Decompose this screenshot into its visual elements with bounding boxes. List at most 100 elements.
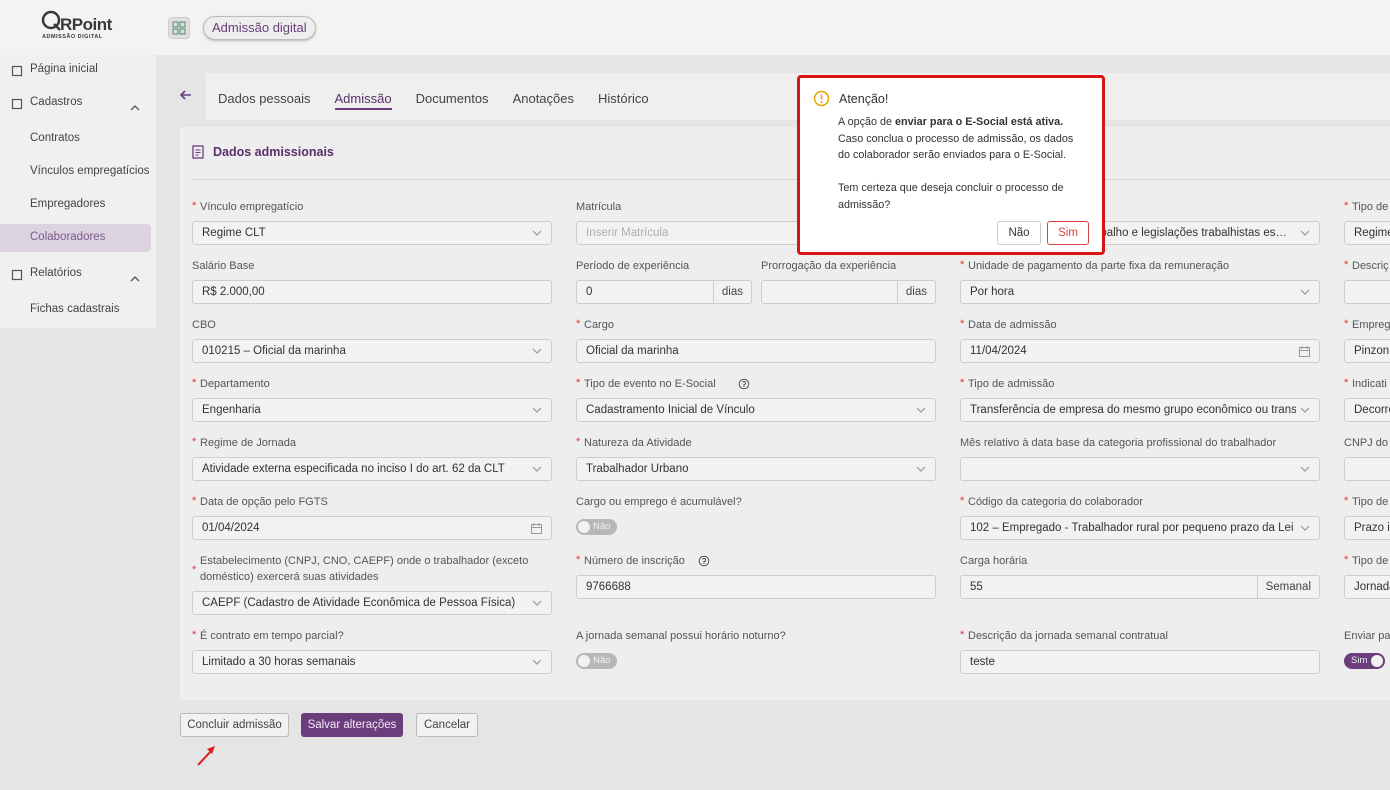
field-value: 102 – Empregado - Trabalhador rural por … [970, 522, 1296, 534]
required-mark: * [1344, 200, 1349, 212]
field-suffix: dias [896, 281, 935, 303]
field-select[interactable] [960, 457, 1320, 481]
field-select[interactable]: Regime [1344, 221, 1390, 245]
field-input[interactable] [1344, 280, 1390, 304]
toggle[interactable]: Não [576, 519, 617, 535]
field-select[interactable]: Atividade externa especificada no inciso… [192, 457, 552, 481]
sidebar-item[interactable]: Contratos [30, 132, 80, 144]
tab[interactable]: Dados pessoais [218, 91, 311, 106]
annotation-arrow [197, 746, 215, 766]
field-value: 01/04/2024 [202, 522, 260, 534]
field-label: CBO [192, 319, 216, 331]
sidebar-item[interactable]: Página inicial [30, 63, 98, 75]
field-input[interactable]: 0 dias [576, 280, 752, 304]
tab[interactable]: Admissão [334, 91, 392, 110]
required-mark: * [576, 554, 581, 566]
apps-button[interactable] [168, 17, 190, 39]
toggle[interactable]: Sim [1344, 653, 1385, 669]
required-mark: * [576, 377, 581, 389]
field-input[interactable]: R$ 2.000,00 [192, 280, 552, 304]
sidebar-item[interactable]: Vínculos empregatícios [30, 165, 150, 177]
tab[interactable]: Histórico [598, 91, 649, 106]
back-arrow[interactable] [179, 88, 193, 102]
calendar-svg [531, 522, 542, 534]
select-chevron [1296, 229, 1319, 237]
required-mark: * [192, 495, 197, 507]
help-icon [738, 377, 750, 395]
field-select[interactable]: Prazo in [1344, 516, 1390, 540]
field-select[interactable]: Cadastramento Inicial de Vínculo [576, 398, 936, 422]
tabs: Dados pessoais Admissão Documentos Anotaçõe… [218, 91, 649, 110]
field-select[interactable]: Engenharia [192, 398, 552, 422]
modal-text: A opção de [838, 116, 896, 128]
field-label: Enviar par [1344, 630, 1390, 642]
field-select[interactable]: Transferência de empresa do mesmo grupo … [960, 398, 1320, 422]
required-mark: * [576, 436, 581, 448]
cancel-button[interactable]: Cancelar [416, 713, 478, 737]
required-mark: * [192, 200, 197, 212]
field-select[interactable]: 102 – Empregado - Trabalhador rural por … [960, 516, 1320, 540]
required-mark: * [192, 629, 197, 641]
modal-text-bold: enviar para o E-Social está ativa. [895, 116, 1064, 128]
app-badge[interactable]: Admissão digital [203, 16, 316, 40]
field-input[interactable]: teste [960, 650, 1320, 674]
help-icon [698, 554, 710, 572]
modal-no-button[interactable]: Não [997, 221, 1041, 245]
select-chevron [528, 599, 551, 607]
field-input[interactable] [1344, 457, 1390, 481]
field-date[interactable]: 01/04/2024 [192, 516, 552, 540]
field-select[interactable]: Decorre [1344, 398, 1390, 422]
required-mark: * [960, 259, 965, 271]
field-select[interactable]: Limitado a 30 horas semanais [192, 650, 552, 674]
toggle-knob [578, 655, 590, 667]
select-chevron [528, 465, 551, 473]
sidebar-item[interactable]: Empregadores [30, 198, 106, 210]
field-suffix: Semanal [1256, 576, 1319, 598]
modal-text: Caso conclua o processo de admissão, os … [838, 132, 1074, 162]
chevron-svg [532, 230, 542, 236]
field-select[interactable]: 010215 – Oficial da marinha [192, 339, 552, 363]
field-label: Mês relativo à data base da categoria pr… [960, 437, 1277, 449]
required-mark: * [192, 564, 197, 576]
select-chevron [912, 406, 935, 414]
sidebar-chevron [130, 99, 140, 117]
tab[interactable]: Anotações [512, 91, 574, 106]
field-value: teste [970, 656, 995, 668]
field-input[interactable]: Pinzon E [1344, 339, 1390, 363]
modal-yes-button[interactable]: Sim [1047, 221, 1089, 245]
field-select[interactable]: Por hora [960, 280, 1320, 304]
sidebar-item[interactable]: Relatórios [30, 267, 82, 279]
field-value: Atividade externa especificada no inciso… [202, 463, 505, 475]
field-input[interactable]: Oficial da marinha [576, 339, 936, 363]
field-input[interactable]: 55 Semanal [960, 575, 1320, 599]
field-input[interactable]: dias [761, 280, 936, 304]
save-button[interactable]: Salvar alterações [301, 713, 403, 737]
logo-mark [41, 10, 61, 31]
field-value: e Trabalho e legislações trabalhistas es… [1074, 227, 1287, 239]
field-value: Regime [1354, 227, 1390, 239]
field-label: Tipo de [1352, 496, 1389, 508]
field-select[interactable]: Regime CLT [192, 221, 552, 245]
sidebar-item[interactable]: Colaboradores [30, 231, 106, 243]
chevron-svg [532, 466, 542, 472]
chevron-svg [1300, 525, 1310, 531]
field-select[interactable]: Trabalhador Urbano [576, 457, 936, 481]
field-date[interactable]: 11/04/2024 [960, 339, 1320, 363]
field-suffix: dias [712, 281, 751, 303]
field-label: É contrato em tempo parcial? [200, 630, 344, 642]
field-select[interactable]: CAEPF (Cadastro de Atividade Econômica d… [192, 591, 552, 615]
help-icon-svg [738, 378, 749, 390]
conclude-button[interactable]: Concluir admissão [180, 713, 289, 737]
field-value: Pinzon E [1354, 345, 1390, 357]
sidebar-item[interactable]: Fichas cadastrais [30, 303, 120, 315]
required-mark: * [960, 377, 965, 389]
field-input[interactable]: 9766688 [576, 575, 936, 599]
toggle[interactable]: Não [576, 653, 617, 669]
field-label: A jornada semanal possui horário noturno… [576, 630, 786, 642]
sidebar-item[interactable]: Cadastros [30, 96, 83, 108]
field-select[interactable]: Jornada [1344, 575, 1390, 599]
required-mark: * [1344, 554, 1349, 566]
tab[interactable]: Documentos [415, 91, 489, 106]
toggle-knob [578, 521, 590, 533]
